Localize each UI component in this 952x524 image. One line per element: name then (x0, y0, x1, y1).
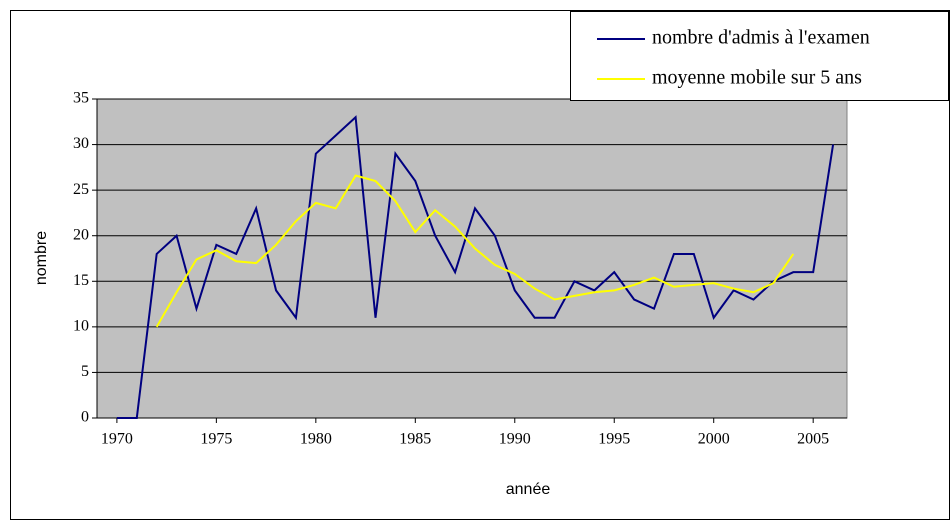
x-tick-label: 1980 (300, 431, 332, 448)
x-tick-label: 2000 (698, 431, 730, 448)
y-tick-label: 25 (73, 181, 89, 198)
y-tick-label: 0 (81, 409, 89, 426)
data-line (116, 115, 835, 419)
y-tick-label: 10 (73, 318, 89, 335)
legend-box (570, 11, 949, 101)
plot-area (96, 98, 848, 419)
legend-label: nombre d'admis à l'examen (652, 27, 870, 49)
y-tick-label: 35 (73, 90, 89, 107)
y-tick-label: 15 (73, 272, 89, 289)
x-tick-label: 1990 (499, 431, 531, 448)
y-tick-label: 5 (81, 363, 89, 380)
x-tick-label: 2005 (797, 431, 829, 448)
x-tick-label: 1995 (598, 431, 630, 448)
y-tick-label: 30 (73, 135, 89, 152)
y-axis-label: nombre (33, 231, 50, 285)
x-tick-label: 1975 (200, 431, 232, 448)
y-tick-label: 20 (73, 226, 89, 243)
legend-label: moyenne mobile sur 5 ans (652, 67, 862, 89)
x-tick-label: 1970 (101, 431, 133, 448)
x-axis-label: année (506, 481, 551, 498)
data-line (155, 174, 795, 328)
x-tick-label: 1985 (399, 431, 431, 448)
